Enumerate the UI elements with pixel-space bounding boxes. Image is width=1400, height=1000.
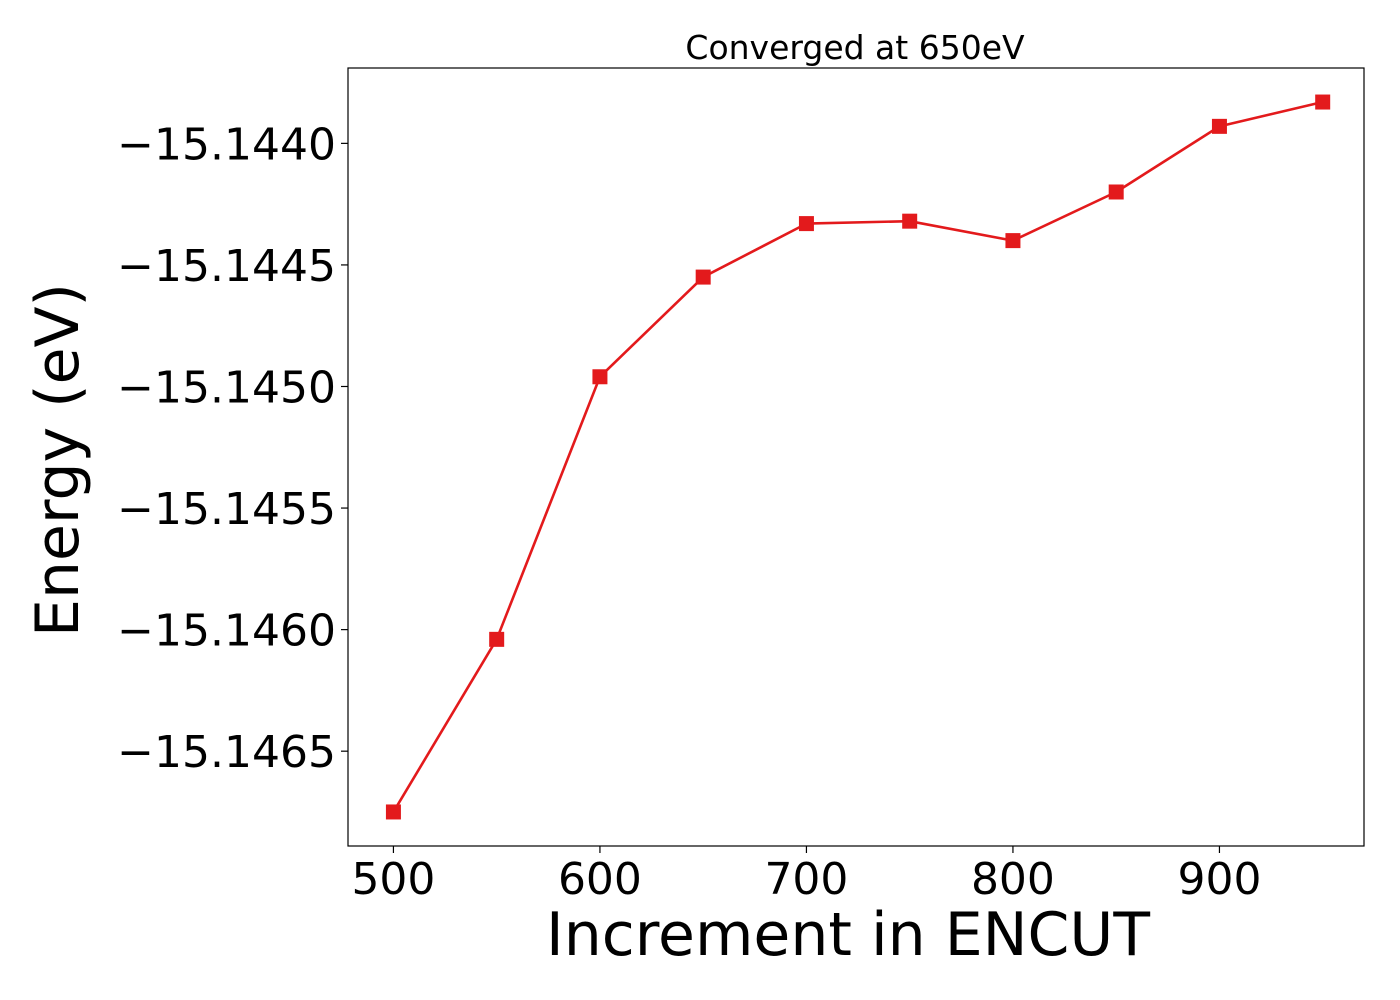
x-tick-label: 500 [351, 854, 435, 905]
chart-title: Converged at 650eV [685, 28, 1025, 67]
data-point-marker [902, 213, 918, 229]
x-tick-label: 800 [971, 854, 1055, 905]
data-point-marker [489, 631, 505, 647]
data-point-marker [1005, 233, 1021, 249]
y-axis-label: Energy (eV) [23, 283, 93, 637]
data-point-marker [592, 369, 608, 385]
data-point-marker [695, 269, 711, 285]
data-point-marker [1108, 184, 1124, 200]
data-point-marker [1315, 94, 1331, 110]
y-tick-label: −15.1445 [117, 241, 336, 292]
data-point-marker [1211, 118, 1227, 134]
series-line [392, 100, 1323, 813]
y-tick-label: −15.1465 [117, 727, 336, 778]
data-point-marker [798, 216, 814, 232]
x-tick-label: 900 [1177, 854, 1261, 905]
series-layer [385, 94, 1331, 820]
x-axis-label: Increment in ENCUT [546, 900, 1150, 970]
y-tick-label: −15.1455 [117, 484, 336, 535]
y-axis-ticks: −15.1465 −15.1460 −15.1455 −15.1450 −15.1445… [117, 119, 348, 778]
y-tick-label: −15.1440 [117, 119, 336, 170]
y-tick-label: −15.1460 [117, 606, 336, 657]
x-tick-label: 600 [558, 854, 642, 905]
y-tick-label: −15.1450 [117, 362, 336, 413]
x-axis-ticks: 500 600 700 800 900 [351, 846, 1261, 905]
x-tick-label: 700 [764, 854, 848, 905]
plot-frame [347, 67, 1365, 847]
data-point-marker [385, 804, 401, 820]
